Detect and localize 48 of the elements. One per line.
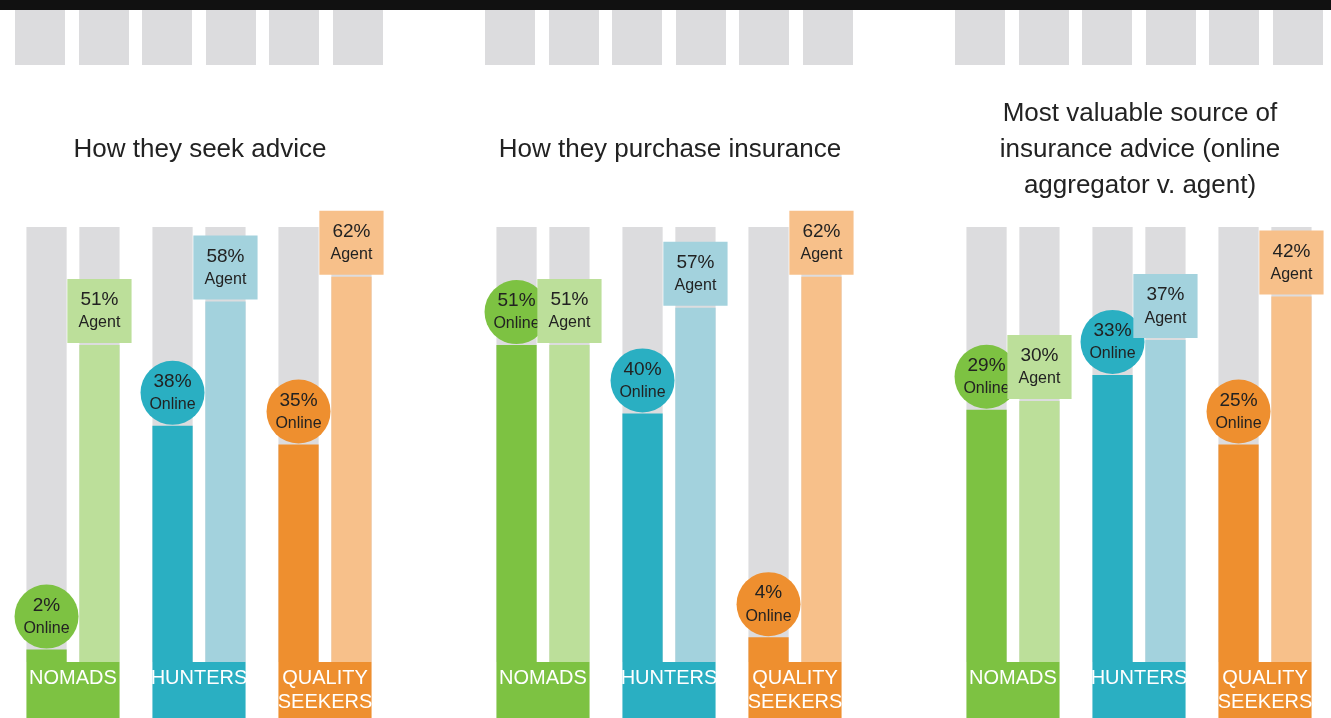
text: Agent bbox=[1270, 265, 1313, 283]
text: Online bbox=[1215, 413, 1262, 431]
data-label: 25% bbox=[1219, 388, 1258, 410]
text: Online bbox=[745, 606, 792, 624]
x-tick-label: QUALITY SEEKERS bbox=[1217, 665, 1313, 712]
series-label: Online bbox=[493, 314, 540, 332]
text: Online bbox=[149, 395, 196, 413]
x-tick-label: HUNTERS bbox=[150, 665, 248, 688]
data-label: 62% bbox=[802, 219, 841, 241]
data-label: 35% bbox=[279, 388, 318, 410]
chart-title: Most valuable source of insurance advice (online aggregator v. agent) bbox=[998, 95, 1282, 201]
data-label: 58% bbox=[206, 244, 245, 266]
text: Agent bbox=[204, 269, 247, 287]
data-label: 2% bbox=[32, 593, 61, 615]
text: Agent bbox=[674, 276, 717, 294]
text: Online bbox=[619, 382, 666, 400]
x-tick-label: QUALITY SEEKERS bbox=[747, 665, 843, 712]
data-label: 51% bbox=[80, 288, 119, 310]
text: Online bbox=[1089, 344, 1136, 362]
x-tick-label: NOMADS bbox=[29, 665, 117, 688]
chart-title: How they purchase insurance bbox=[498, 131, 842, 165]
text: Agent bbox=[800, 245, 843, 263]
x-tick-label: HUNTERS bbox=[620, 665, 718, 688]
data-label: 37% bbox=[1146, 283, 1185, 305]
data-label: 30% bbox=[1020, 344, 1059, 366]
x-tick-label: HUNTERS bbox=[1090, 665, 1188, 688]
x-tick-label: QUALITY SEEKERS bbox=[277, 665, 373, 712]
data-label: 51% bbox=[497, 289, 536, 311]
data-label: 62% bbox=[332, 219, 371, 241]
data-label: 38% bbox=[153, 370, 192, 392]
x-tick-label: NOMADS bbox=[969, 665, 1057, 688]
series-label: Online bbox=[275, 413, 322, 431]
data-label: 57% bbox=[676, 251, 715, 273]
series-label: Agent bbox=[1018, 369, 1061, 387]
series-label: Agent bbox=[78, 313, 121, 331]
data-label: 40% bbox=[623, 357, 662, 379]
data-label: 4% bbox=[754, 581, 783, 603]
chart-title: How they seek advice bbox=[73, 131, 327, 165]
text: Online bbox=[23, 618, 70, 636]
data-label: 42% bbox=[1272, 239, 1311, 261]
series-label: Online bbox=[963, 379, 1010, 397]
x-tick-label: NOMADS bbox=[499, 665, 587, 688]
data-label: 33% bbox=[1093, 319, 1132, 341]
series-label: Agent bbox=[548, 313, 591, 331]
text: Agent bbox=[330, 245, 373, 263]
data-label: 29% bbox=[967, 353, 1006, 375]
data-label: 51% bbox=[550, 288, 589, 310]
text: Agent bbox=[1144, 308, 1187, 326]
